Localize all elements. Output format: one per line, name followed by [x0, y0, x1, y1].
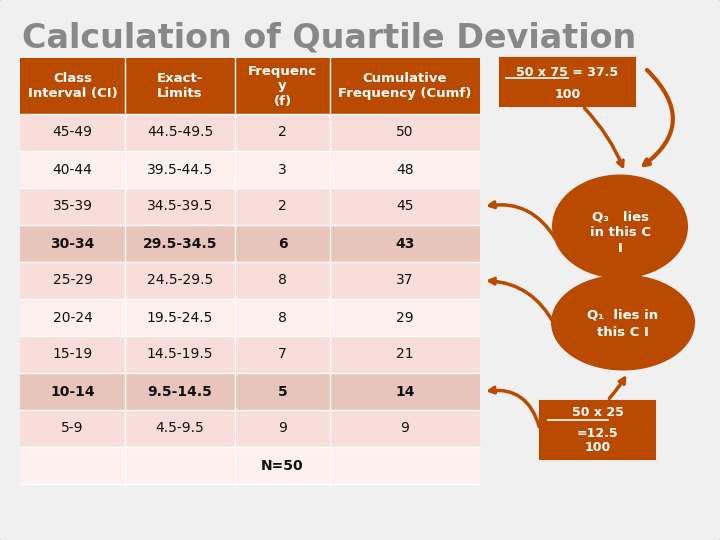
Text: 100: 100: [585, 441, 611, 454]
Text: Exact-
Limits: Exact- Limits: [157, 72, 203, 100]
Text: 9: 9: [278, 422, 287, 435]
Bar: [500, 58, 635, 106]
Text: 6: 6: [278, 237, 287, 251]
Text: 21: 21: [396, 348, 414, 361]
Text: this C I: this C I: [597, 326, 649, 339]
Text: 39.5-44.5: 39.5-44.5: [147, 163, 213, 177]
Text: Q₁  lies in: Q₁ lies in: [588, 308, 659, 321]
Ellipse shape: [552, 174, 688, 279]
Bar: [20, 447, 480, 484]
Bar: [20, 58, 480, 114]
Text: Q₃   lies: Q₃ lies: [592, 210, 649, 223]
Text: 48: 48: [396, 163, 414, 177]
Text: 5-9: 5-9: [61, 422, 84, 435]
Text: 5: 5: [278, 384, 287, 399]
Text: 8: 8: [278, 310, 287, 325]
Text: 19.5-24.5: 19.5-24.5: [147, 310, 213, 325]
Text: 7: 7: [278, 348, 287, 361]
Text: Frequenc
y
(f): Frequenc y (f): [248, 64, 317, 107]
Text: 4.5-9.5: 4.5-9.5: [156, 422, 204, 435]
Text: 30-34: 30-34: [50, 237, 95, 251]
Text: 2: 2: [278, 199, 287, 213]
Bar: [20, 225, 480, 262]
Text: 43: 43: [395, 237, 415, 251]
Text: 35-39: 35-39: [53, 199, 92, 213]
Text: 40-44: 40-44: [53, 163, 92, 177]
Text: 9: 9: [400, 422, 410, 435]
Bar: [20, 336, 480, 373]
Text: 34.5-39.5: 34.5-39.5: [147, 199, 213, 213]
Bar: [20, 299, 480, 336]
Text: Cumulative
Frequency (Cumf): Cumulative Frequency (Cumf): [338, 72, 472, 100]
Text: 50: 50: [396, 125, 414, 139]
Bar: [20, 373, 480, 410]
Text: 15-19: 15-19: [53, 348, 93, 361]
Text: 24.5-29.5: 24.5-29.5: [147, 273, 213, 287]
Bar: [20, 188, 480, 225]
Text: 50 x 75 = 37.5: 50 x 75 = 37.5: [516, 65, 618, 78]
Text: 10-14: 10-14: [50, 384, 95, 399]
Text: 29.5-34.5: 29.5-34.5: [143, 237, 217, 251]
Bar: [20, 410, 480, 447]
Text: =12.5: =12.5: [577, 427, 618, 440]
Text: 8: 8: [278, 273, 287, 287]
Text: 44.5-49.5: 44.5-49.5: [147, 125, 213, 139]
Text: 25-29: 25-29: [53, 273, 92, 287]
Text: 100: 100: [554, 87, 580, 100]
Text: I: I: [618, 242, 622, 255]
Text: 29: 29: [396, 310, 414, 325]
Bar: [20, 262, 480, 299]
Ellipse shape: [551, 274, 695, 370]
Text: 14.5-19.5: 14.5-19.5: [147, 348, 213, 361]
Text: 45: 45: [396, 199, 414, 213]
Bar: [540, 401, 655, 458]
Text: Class
Interval (CI): Class Interval (CI): [27, 72, 117, 100]
Text: in this C: in this C: [590, 226, 650, 239]
Bar: [20, 151, 480, 188]
Text: 37: 37: [396, 273, 414, 287]
Text: N=50: N=50: [261, 458, 304, 472]
Text: 9.5-14.5: 9.5-14.5: [148, 384, 212, 399]
Text: 45-49: 45-49: [53, 125, 92, 139]
Text: 50 x 25: 50 x 25: [572, 406, 624, 419]
Text: 2: 2: [278, 125, 287, 139]
Text: 14: 14: [395, 384, 415, 399]
Bar: [20, 114, 480, 151]
Text: 3: 3: [278, 163, 287, 177]
Text: 20-24: 20-24: [53, 310, 92, 325]
Text: Calculation of Quartile Deviation: Calculation of Quartile Deviation: [22, 22, 636, 55]
